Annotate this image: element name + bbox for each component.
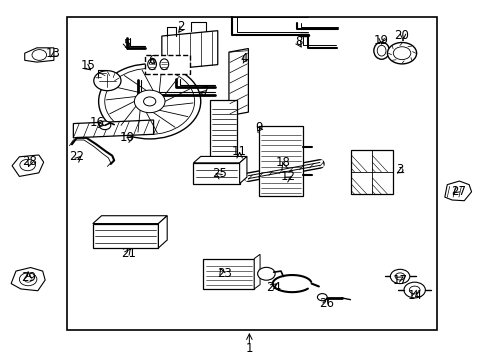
Polygon shape xyxy=(93,216,167,224)
Text: 6: 6 xyxy=(148,54,156,67)
Bar xyxy=(93,224,158,248)
Text: 9: 9 xyxy=(255,121,262,134)
Circle shape xyxy=(386,42,416,64)
Polygon shape xyxy=(162,31,217,70)
Circle shape xyxy=(394,273,404,280)
Bar xyxy=(210,100,237,159)
Text: 24: 24 xyxy=(265,282,281,294)
Polygon shape xyxy=(228,49,248,116)
Circle shape xyxy=(24,276,32,282)
Polygon shape xyxy=(11,267,45,291)
Polygon shape xyxy=(12,155,43,176)
Bar xyxy=(259,126,302,196)
Text: 1: 1 xyxy=(245,342,253,355)
Text: 5: 5 xyxy=(123,38,130,51)
Circle shape xyxy=(143,97,156,106)
Ellipse shape xyxy=(373,42,388,59)
Text: 18: 18 xyxy=(275,156,290,169)
Text: 23: 23 xyxy=(216,267,231,280)
Text: 4: 4 xyxy=(240,52,248,65)
Polygon shape xyxy=(158,216,167,248)
Circle shape xyxy=(134,90,164,113)
Circle shape xyxy=(104,68,194,134)
Text: 25: 25 xyxy=(211,167,226,180)
Text: 3: 3 xyxy=(396,163,403,176)
Text: 13: 13 xyxy=(45,47,60,60)
Bar xyxy=(193,163,239,184)
Circle shape xyxy=(20,273,37,286)
Text: 22: 22 xyxy=(69,150,84,163)
Polygon shape xyxy=(254,254,260,289)
Bar xyxy=(145,55,190,73)
Circle shape xyxy=(32,50,46,60)
Polygon shape xyxy=(444,181,470,201)
Ellipse shape xyxy=(160,59,168,69)
Circle shape xyxy=(257,267,275,280)
Text: 16: 16 xyxy=(90,116,105,129)
Bar xyxy=(351,150,392,194)
Text: 10: 10 xyxy=(119,131,134,144)
Circle shape xyxy=(99,121,111,130)
Circle shape xyxy=(94,71,121,91)
Text: 28: 28 xyxy=(22,155,37,168)
Text: 11: 11 xyxy=(232,145,246,158)
Text: 8: 8 xyxy=(295,35,302,48)
Bar xyxy=(203,258,254,289)
Text: 21: 21 xyxy=(121,247,136,260)
Text: 29: 29 xyxy=(20,271,36,284)
Text: 19: 19 xyxy=(373,34,388,47)
Circle shape xyxy=(317,294,326,301)
Text: 7: 7 xyxy=(202,85,209,98)
Text: 20: 20 xyxy=(393,29,407,42)
Ellipse shape xyxy=(376,45,385,56)
Circle shape xyxy=(99,64,201,139)
Circle shape xyxy=(20,159,35,171)
Ellipse shape xyxy=(147,59,156,69)
Polygon shape xyxy=(73,120,153,138)
Text: 26: 26 xyxy=(318,297,333,310)
Text: 12: 12 xyxy=(280,170,295,183)
Text: 2: 2 xyxy=(177,20,184,33)
Circle shape xyxy=(392,47,410,60)
Polygon shape xyxy=(25,48,54,62)
Text: 17: 17 xyxy=(392,274,407,287)
Text: 14: 14 xyxy=(407,288,422,302)
Bar xyxy=(67,18,436,330)
Circle shape xyxy=(408,286,419,294)
Polygon shape xyxy=(193,157,246,163)
Polygon shape xyxy=(239,157,246,184)
Circle shape xyxy=(389,269,409,284)
Text: 27: 27 xyxy=(450,185,465,198)
Text: 15: 15 xyxy=(81,59,95,72)
Circle shape xyxy=(403,282,425,298)
